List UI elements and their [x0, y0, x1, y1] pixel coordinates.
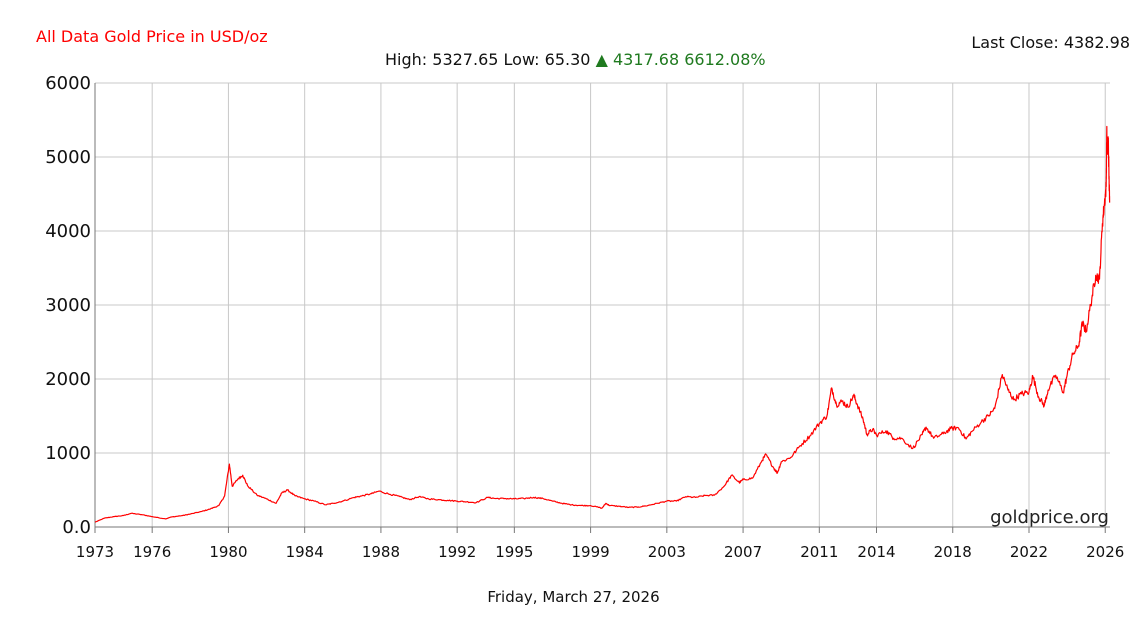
x-tick-label: 2022	[1010, 543, 1048, 561]
low-value: 65.30	[544, 50, 591, 69]
x-tick-label: 2011	[800, 543, 838, 561]
up-arrow-icon: ▲	[595, 50, 608, 69]
x-tick-label: 1973	[76, 543, 114, 561]
x-tick-label: 1995	[495, 543, 533, 561]
last-close-label: Last Close:	[971, 33, 1059, 52]
price-line	[94, 125, 1111, 523]
date-label: Friday, March 27, 2026	[487, 588, 660, 606]
x-tick-label: 2018	[934, 543, 972, 561]
y-tick-label: 6000	[45, 73, 91, 94]
x-tick-label: 1988	[362, 543, 400, 561]
last-close: Last Close: 4382.98	[971, 33, 1130, 52]
x-tick-label: 2026	[1086, 543, 1124, 561]
x-tick-label: 1999	[571, 543, 609, 561]
y-tick-label: 0.0	[62, 517, 91, 538]
chart-title: All Data Gold Price in USD/oz	[36, 27, 268, 46]
stats-line: High: 5327.65 Low: 65.30 ▲ 4317.68 6612.…	[385, 50, 766, 69]
high-value: 5327.65	[432, 50, 499, 69]
change-percent: 6612.08%	[684, 50, 766, 69]
axes	[94, 83, 1110, 533]
x-tick-label: 1976	[133, 543, 171, 561]
y-tick-label: 5000	[45, 147, 91, 168]
x-tick-label: 1992	[438, 543, 476, 561]
low-label: Low:	[503, 50, 540, 69]
change-group: ▲ 4317.68 6612.08%	[596, 50, 766, 69]
y-tick-label: 1000	[45, 443, 91, 464]
tick-labels: 0.0 1000 2000 3000 4000 5000 6000 1973 1976 1980 1…	[45, 73, 1124, 561]
change-value: 4317.68	[612, 50, 680, 69]
watermark-text: goldprice.org	[990, 507, 1109, 528]
x-tick-label: 1980	[209, 543, 247, 561]
gridlines	[94, 82, 1110, 528]
x-tick-label: 2003	[648, 543, 686, 561]
y-tick-label: 2000	[45, 369, 91, 390]
high-label: High:	[385, 50, 428, 69]
last-close-value: 4382.98	[1063, 33, 1130, 52]
y-tick-label: 4000	[45, 221, 91, 242]
x-tick-label: 2014	[857, 543, 895, 561]
x-tick-label: 1984	[286, 543, 324, 561]
price-series	[94, 125, 1111, 523]
y-tick-label: 3000	[45, 295, 91, 316]
x-tick-label: 2007	[724, 543, 762, 561]
